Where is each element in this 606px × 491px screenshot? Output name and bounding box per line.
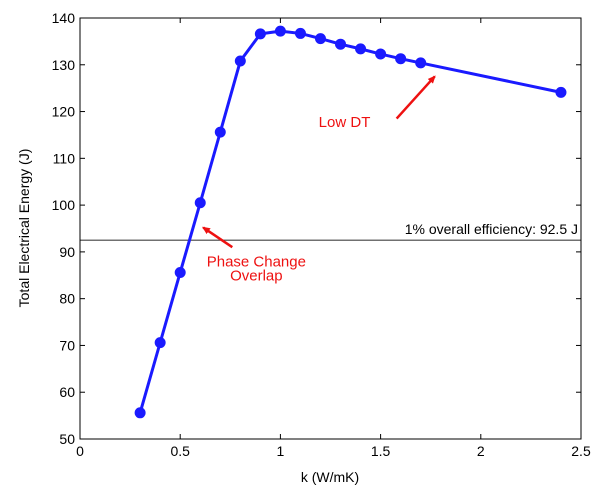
data-point [355,43,367,55]
y-tick-label: 110 [53,150,76,166]
x-tick-label: 0 [76,443,84,459]
y-tick-label: 70 [59,337,75,353]
series-layer [134,25,567,419]
x-tick-label: 0.5 [170,443,190,459]
data-point [174,266,186,278]
axes-layer: 0 0.5 1 1.5 2 2.5 50 60 70 80 90 100 110 120 130 140 [52,10,591,459]
annotation-arrow [395,75,436,120]
data-point [194,197,206,209]
data-point [314,33,326,45]
x-tick-label: 1 [277,443,285,459]
plot-frame [79,17,582,440]
plot-background [80,18,581,439]
data-point [274,25,286,37]
y-tick-label: 80 [59,291,75,307]
annotation-label: Phase Change [207,253,306,270]
reference-line-label: 1% overall efficiency: 92.5 J [405,221,578,237]
data-point [154,337,166,349]
data-point [375,48,387,60]
y-tick-label: 120 [52,104,76,120]
reference-line-layer: 1% overall efficiency: 92.5 J [80,221,581,241]
series-line [138,29,562,414]
data-point [134,407,146,419]
y-tick-label: 50 [59,431,75,447]
y-tick-label: 90 [59,244,75,260]
x-tick-label: 2.5 [571,443,591,459]
y-tick-label: 60 [59,384,75,400]
data-point [415,57,427,69]
data-point [555,86,567,98]
y-tick-label: 140 [52,10,76,26]
data-point [294,27,306,39]
x-tick-label: 1.5 [371,443,391,459]
y-tick-label: 100 [52,197,76,213]
y-axis-label: Total Electrical Energy (J) [16,149,32,308]
data-point [234,55,246,67]
data-point [335,38,347,50]
annotation-arrow [202,226,234,249]
x-axis-label: k (W/mK) [301,469,359,485]
data-point [254,28,266,40]
annotation-label: Overlap [230,267,283,284]
data-point [214,126,226,138]
y-tick-label: 130 [52,57,76,73]
x-tick-label: 2 [477,443,485,459]
annotation-label: Low DT [319,114,371,131]
data-point [395,53,407,65]
